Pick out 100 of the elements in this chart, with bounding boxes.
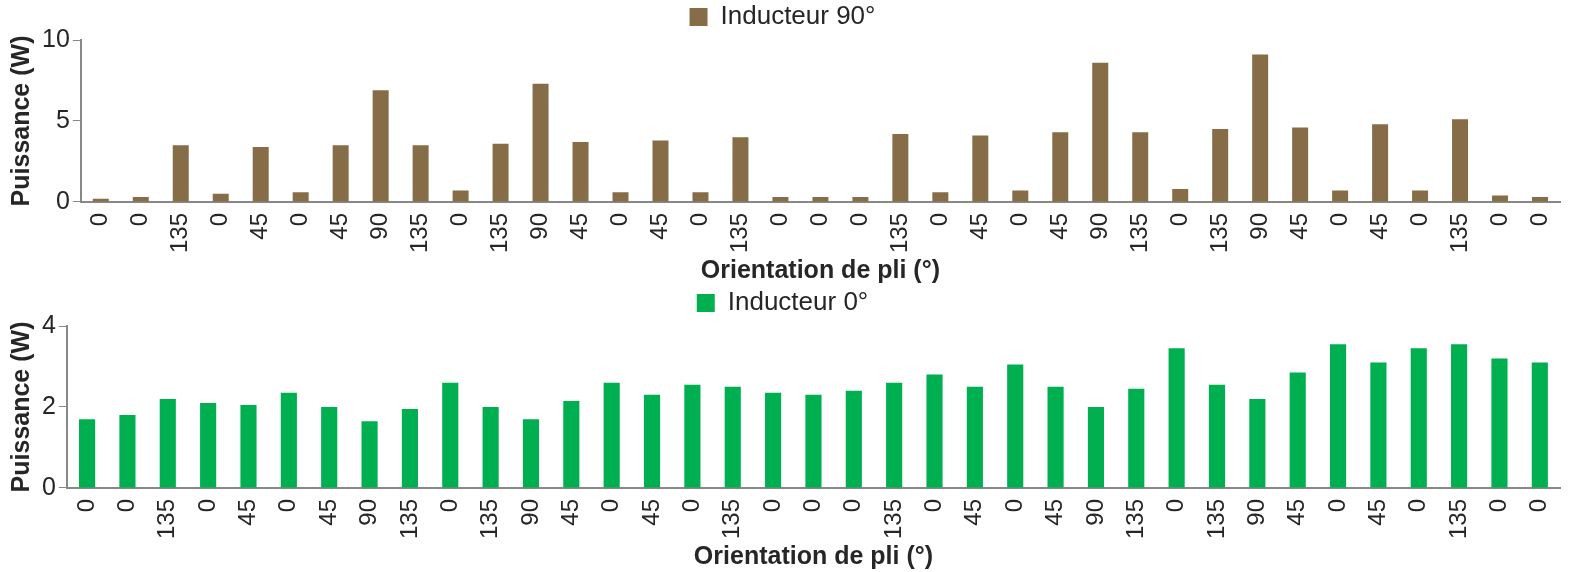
bar	[926, 374, 943, 488]
x-tick-label: 45	[1282, 498, 1310, 526]
bar	[1087, 406, 1104, 488]
y-tick-label: 4	[42, 309, 56, 338]
x-tick-label: 0	[1524, 212, 1552, 227]
bar	[852, 197, 869, 202]
x-tick-label: 0	[677, 498, 705, 513]
x-tick-label: 90	[515, 498, 543, 526]
bar	[1252, 54, 1269, 202]
bar	[492, 143, 509, 202]
x-tick-label: 0	[125, 212, 153, 227]
x-tick-label: 135	[1201, 498, 1229, 539]
bar	[966, 386, 983, 488]
x-tick-label: 90	[525, 212, 553, 240]
x-tick-label: 90	[365, 212, 393, 240]
x-tick-label: 45	[313, 498, 341, 526]
bar	[612, 192, 629, 202]
x-tick-label: 45	[1284, 212, 1312, 240]
bar	[292, 192, 309, 202]
x-tick-label: 135	[485, 212, 513, 253]
bar	[1168, 348, 1185, 488]
x-tick-label: 0	[1484, 212, 1512, 227]
bar	[1491, 358, 1508, 488]
bar	[772, 197, 789, 202]
x-tick-label: 0	[434, 498, 462, 513]
y-tick-label: 2	[42, 390, 56, 419]
bar	[532, 83, 549, 202]
bar	[200, 402, 217, 488]
x-tick-label: 135	[1120, 498, 1148, 539]
bar	[972, 135, 989, 202]
bar	[892, 133, 909, 202]
x-tick-label: 45	[565, 212, 593, 240]
x-axis-title: Orientation de pli (°)	[693, 540, 934, 569]
bar	[1249, 398, 1266, 488]
bar	[321, 406, 338, 488]
x-tick-label: 45	[1044, 212, 1072, 240]
x-tick-label: 135	[725, 212, 753, 253]
bar	[1047, 386, 1064, 488]
bar	[1410, 348, 1427, 488]
x-tick-label: 0	[85, 212, 113, 227]
bar	[1452, 119, 1469, 202]
bar	[79, 419, 96, 488]
bar	[1329, 344, 1347, 488]
bar	[159, 398, 176, 488]
x-axis-title: Orientation de pli (°)	[700, 254, 940, 283]
bar	[119, 415, 136, 488]
bar	[572, 142, 589, 202]
x-tick-label: 45	[636, 498, 664, 526]
x-tick-label: 0	[1164, 212, 1192, 227]
bar	[401, 409, 418, 488]
x-tick-label: 0	[112, 498, 140, 513]
bar	[1132, 132, 1149, 202]
x-tick-label: 135	[152, 498, 180, 539]
bar	[240, 404, 257, 488]
x-tick-label: 0	[605, 212, 633, 227]
x-tick-label: 0	[999, 498, 1027, 513]
bar	[805, 394, 822, 488]
x-tick-label: 0	[1484, 498, 1512, 513]
bar	[886, 382, 903, 488]
bar	[280, 392, 297, 488]
y-axis-title: Puissance (W)	[5, 321, 34, 493]
x-tick-label: 135	[878, 498, 906, 539]
x-tick-label: 0	[273, 498, 301, 513]
bar	[1092, 62, 1109, 202]
x-tick-label: 0	[924, 212, 952, 227]
x-tick-label: 45	[1040, 498, 1068, 526]
bar	[522, 419, 540, 488]
bar	[372, 90, 389, 202]
x-tick-label: 90	[1080, 498, 1108, 526]
bar	[212, 193, 229, 202]
bar	[1531, 362, 1548, 488]
bar	[1052, 132, 1069, 202]
x-tick-label: 135	[475, 498, 503, 539]
x-tick-label: 45	[1364, 212, 1392, 240]
x-tick-label: 0	[596, 498, 624, 513]
bar	[452, 190, 469, 202]
x-tick-label: 45	[555, 498, 583, 526]
x-tick-label: 0	[805, 212, 833, 227]
bar	[563, 400, 580, 488]
bar	[1532, 197, 1549, 202]
x-tick-label: 90	[1084, 212, 1112, 240]
x-tick-label: 90	[1244, 212, 1272, 240]
x-tick-label: 45	[245, 212, 273, 240]
bar	[1492, 195, 1509, 202]
bar	[1372, 124, 1389, 202]
x-tick-label: 45	[1363, 498, 1391, 526]
y-axis-title: Puissance (W)	[5, 35, 34, 207]
bar	[1370, 362, 1387, 488]
bar	[252, 146, 269, 202]
x-tick-label: 0	[1324, 212, 1352, 227]
legend-label: Inducteur 90°	[720, 0, 876, 31]
bar	[132, 197, 149, 202]
x-tick-label: 0	[1404, 212, 1432, 227]
bar	[482, 406, 499, 488]
legend-label: Inducteur 0°	[727, 286, 869, 317]
bar	[684, 384, 701, 488]
x-tick-label: 135	[405, 212, 433, 253]
bar	[1212, 129, 1229, 202]
x-tick-label: 0	[1004, 212, 1032, 227]
x-tick-label: 135	[394, 498, 422, 539]
